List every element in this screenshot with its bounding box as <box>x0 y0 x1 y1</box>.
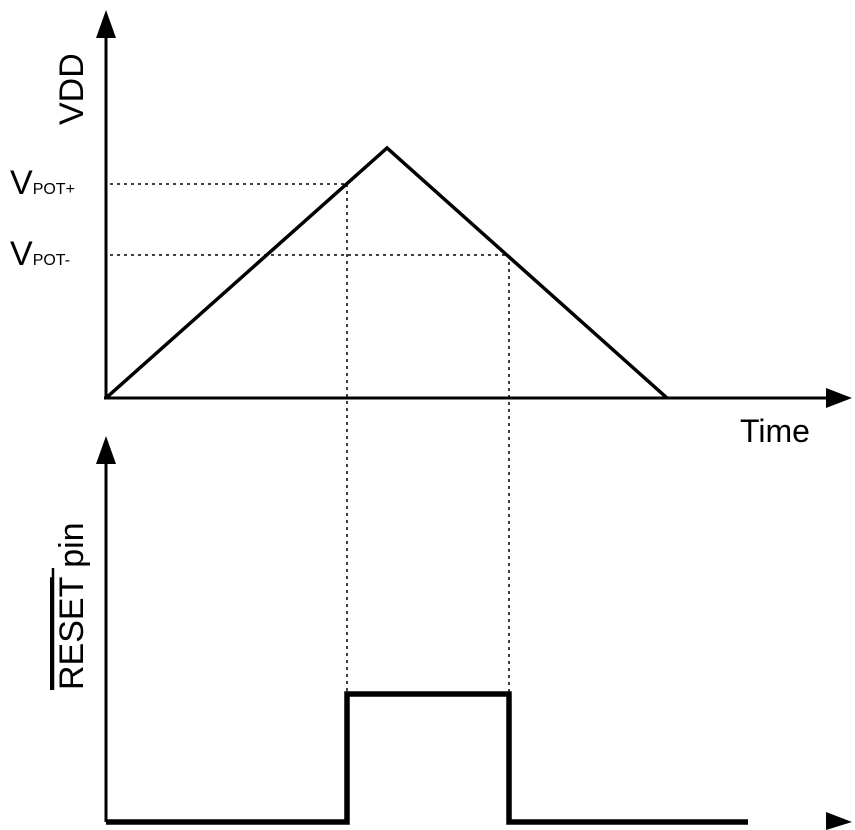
reset-y-axis-arrow-icon <box>96 436 116 464</box>
reset-x-axis-arrow-icon <box>826 812 852 830</box>
svg-text:RESET pin: RESET pin <box>53 522 91 690</box>
reset-waveform <box>106 691 748 825</box>
reset-overlined-text: RESET <box>53 577 91 690</box>
reset-axis-label: RESET pin <box>51 522 91 690</box>
reset-panel: RESET pin <box>51 436 852 830</box>
time-axis-label: Time <box>740 413 810 449</box>
vdd-y-axis-arrow-icon <box>96 10 116 38</box>
vpot-plus-label: VPOT+ <box>10 164 75 202</box>
vdd-axis-label: VDD <box>53 53 91 125</box>
vpot-minus-label: VPOT- <box>10 235 70 273</box>
vdd-x-axis-arrow-icon <box>826 388 852 408</box>
reset-label-suffix: pin <box>53 522 91 577</box>
vdd-waveform <box>104 145 669 400</box>
vdd-panel: VDD VPOT+ VPOT- Time <box>10 10 852 449</box>
